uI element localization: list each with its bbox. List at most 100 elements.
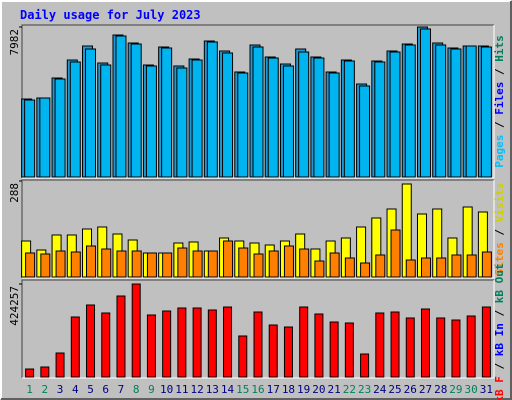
bar — [405, 317, 415, 378]
x-tick-label: 15 — [236, 383, 249, 396]
x-tick-label: 18 — [282, 383, 295, 396]
bar — [390, 311, 400, 378]
x-tick-label: 26 — [404, 383, 417, 396]
bar — [145, 65, 157, 178]
bar — [238, 247, 249, 278]
x-tick-label: 8 — [133, 383, 140, 396]
bar — [314, 313, 324, 378]
x-tick-label: 30 — [465, 383, 478, 396]
x-tick-label: 29 — [449, 383, 462, 396]
bar — [223, 240, 234, 278]
bar — [480, 46, 492, 178]
bar — [436, 317, 446, 378]
bar — [299, 306, 309, 378]
bar — [375, 312, 385, 378]
x-tick-label: 21 — [328, 383, 341, 396]
bar — [282, 65, 294, 178]
x-tick-label: 25 — [388, 383, 401, 396]
y-tick-label: 424257 — [8, 286, 21, 326]
legend-separator: / — [493, 121, 506, 128]
bar — [360, 262, 371, 278]
bar — [116, 295, 126, 378]
bar — [344, 322, 354, 378]
bar — [192, 250, 203, 278]
bar — [101, 312, 111, 378]
bar — [267, 57, 279, 178]
y-tick-label: 288 — [8, 183, 21, 203]
bar — [344, 257, 355, 278]
bar — [451, 254, 462, 278]
bar — [207, 309, 217, 378]
bar — [359, 85, 371, 178]
bar — [343, 60, 355, 178]
bar — [146, 314, 156, 378]
bar — [253, 253, 264, 278]
bar — [206, 41, 218, 178]
bar — [329, 321, 339, 378]
bar — [162, 310, 172, 378]
bar — [328, 72, 340, 178]
bar — [450, 48, 462, 178]
plot-border-light — [22, 280, 495, 379]
x-tick-label: 1 — [26, 383, 33, 396]
bar — [177, 307, 187, 378]
bar — [223, 306, 233, 378]
bar — [404, 44, 416, 178]
legend-entry: Sites — [493, 242, 506, 275]
x-tick-label: 14 — [221, 383, 235, 396]
bar — [268, 324, 278, 378]
legend-entry: kB Out — [493, 263, 506, 303]
bar — [55, 250, 66, 278]
legend-separator: / — [493, 229, 506, 236]
bar — [54, 78, 66, 178]
legend-entry: Visits — [493, 183, 506, 223]
bar — [161, 47, 173, 178]
x-tick-label: 16 — [251, 383, 264, 396]
bar — [86, 304, 96, 378]
bar — [222, 52, 234, 178]
x-tick-label: 11 — [175, 383, 188, 396]
x-tick-label: 13 — [206, 383, 219, 396]
x-tick-label: 31 — [480, 383, 493, 396]
bar — [24, 99, 36, 178]
bar — [86, 245, 97, 278]
legend: kB F / kB In / kB Out — [493, 263, 506, 400]
x-tick-label: 5 — [87, 383, 94, 396]
bar — [374, 61, 386, 178]
x-tick-label: 23 — [358, 383, 371, 396]
bar — [313, 57, 325, 178]
x-tick-label: 7 — [118, 383, 125, 396]
y-tick-label: 7982 — [8, 29, 21, 56]
x-tick-label: 10 — [160, 383, 173, 396]
bar — [481, 251, 492, 278]
bar — [85, 48, 97, 178]
bar — [146, 252, 157, 278]
bar — [389, 51, 401, 178]
legend-entry: Pages — [493, 135, 506, 168]
bar — [451, 319, 461, 378]
legend-entry: Files — [493, 82, 506, 115]
bar — [162, 252, 173, 278]
bar — [329, 252, 340, 278]
bar — [237, 72, 249, 178]
bar — [207, 250, 218, 278]
bar — [70, 316, 80, 378]
bar — [466, 315, 476, 378]
bar — [268, 250, 279, 278]
bar — [405, 259, 416, 278]
bar — [101, 248, 112, 278]
plot-border-dark — [21, 279, 494, 378]
bar — [419, 28, 431, 178]
plot-border-light — [22, 180, 495, 279]
bar — [69, 61, 81, 178]
bar — [25, 252, 36, 278]
bar — [40, 253, 51, 278]
x-tick-label: 2 — [42, 383, 49, 396]
bar — [252, 46, 264, 178]
bar — [238, 335, 248, 378]
x-tick-label: 17 — [267, 383, 280, 396]
chart-title: Daily usage for July 2023 — [20, 8, 201, 22]
x-tick-label: 24 — [373, 383, 387, 396]
